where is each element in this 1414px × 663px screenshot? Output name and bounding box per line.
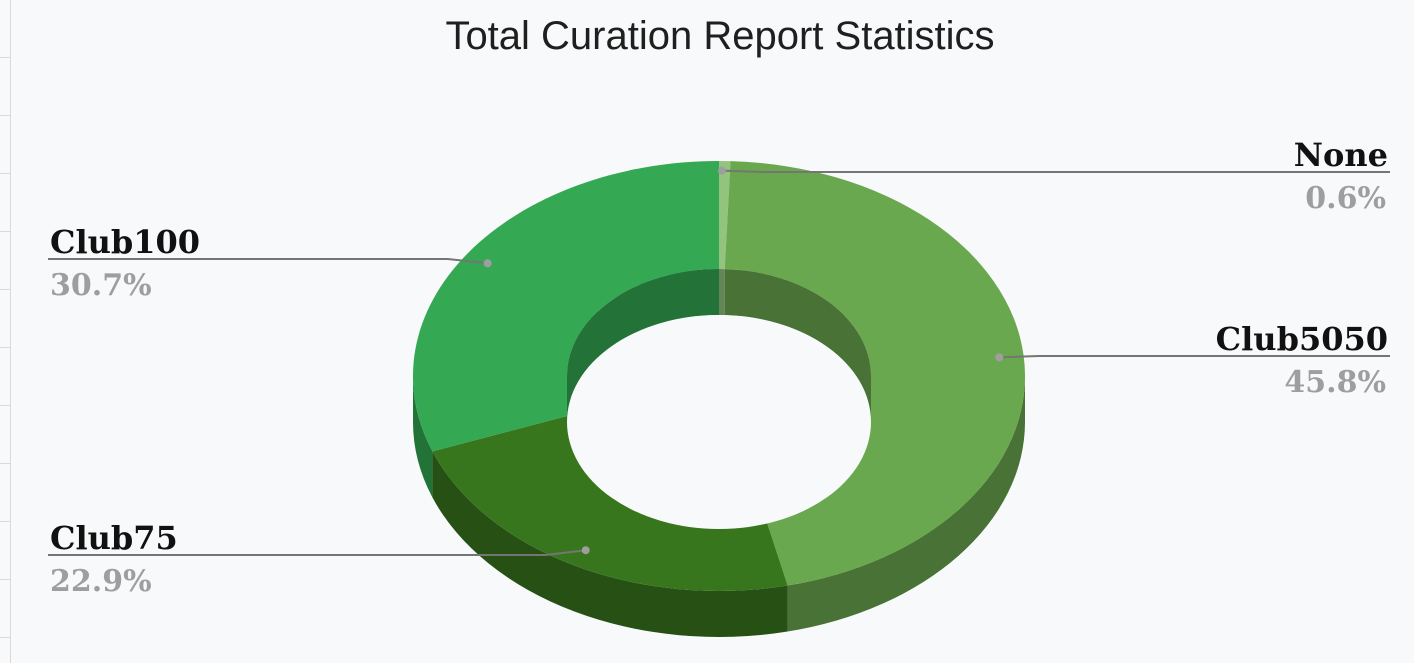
slice-inner-wall-none: [719, 269, 725, 316]
data-value-none: 0.6%: [1305, 181, 1386, 216]
leader-line-club75: [48, 549, 586, 556]
chart-title: Total Curation Report Statistics: [445, 14, 995, 58]
slice-inner-wall-club5050: [724, 269, 871, 422]
leader-dot-club100: [483, 259, 492, 268]
slice-none: [719, 161, 731, 270]
leader-line-none: [721, 169, 1390, 173]
slice-inner-wall-club100: [567, 269, 719, 422]
data-value-club5050: 45.8%: [1284, 365, 1386, 400]
leader-dot-club5050: [995, 353, 1004, 362]
data-label-club100: Club100: [50, 223, 200, 261]
slice-side-club75: [432, 451, 788, 637]
slice-club75: [432, 413, 788, 591]
leader-dot-none: [717, 166, 726, 175]
leader-line-club100: [48, 258, 488, 265]
leader-dot-club75: [581, 546, 590, 555]
data-label-club75: Club75: [50, 519, 178, 557]
slice-side-club5050: [787, 376, 1025, 632]
donut-hole: [567, 315, 871, 529]
spreadsheet-grid-edge: [0, 0, 11, 663]
data-label-none: None: [1294, 136, 1388, 174]
leader-line-club5050: [999, 355, 1390, 359]
data-value-club75: 22.9%: [50, 564, 152, 599]
data-label-club5050: Club5050: [1216, 320, 1388, 358]
slice-club100: [413, 161, 719, 452]
data-value-club100: 30.7%: [50, 268, 152, 303]
slice-side-club100: [413, 376, 433, 498]
